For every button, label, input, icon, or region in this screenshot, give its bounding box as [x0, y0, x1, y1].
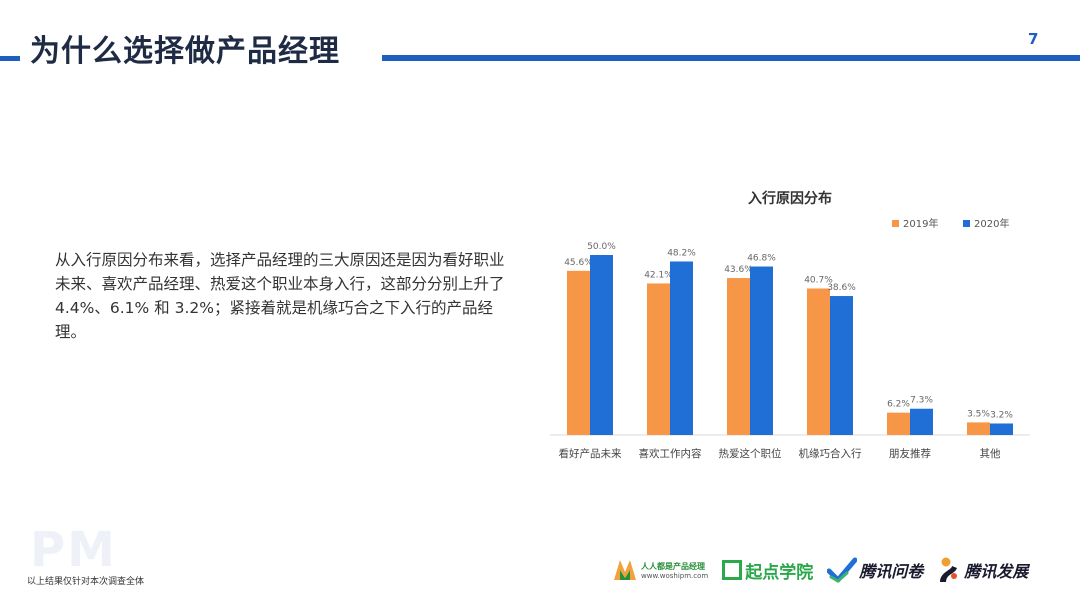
logo-woshipm-url: www.woshipm.com	[641, 571, 709, 580]
legend-swatch-1	[963, 220, 970, 227]
page-number: 7	[1028, 30, 1039, 48]
bar-1-5	[990, 423, 1013, 435]
data-label-1-2: 46.8%	[747, 254, 776, 264]
watermark: PM	[30, 522, 117, 578]
data-label-0-2: 43.6%	[724, 265, 753, 275]
bar-chart: 入行原因分布 2019年 2020年 45.6% 50.0% 看好产品未来 42.1% 48.…	[550, 190, 1030, 460]
category-label-1: 喜欢工作内容	[639, 447, 702, 460]
data-label-1-3: 38.6%	[827, 283, 856, 293]
bar-1-1	[670, 261, 693, 435]
logo-woshipm-name: 人人都是产品经理	[641, 561, 705, 571]
data-label-1-0: 50.0%	[587, 242, 616, 252]
category-label-0: 看好产品未来	[559, 447, 622, 460]
data-label-0-4: 6.2%	[887, 400, 910, 410]
bar-0-3	[807, 288, 830, 435]
bar-0-0	[567, 270, 590, 435]
title-underline	[382, 55, 1080, 61]
category-label-3: 机缘巧合入行	[799, 447, 862, 460]
woshipm-logo-icon	[614, 560, 636, 580]
logo-tencent-fz-name: 腾讯发展	[964, 562, 1029, 581]
logo-tencent-wj-name: 腾讯问卷	[859, 562, 924, 581]
category-label-2: 热爱这个职位	[719, 447, 782, 460]
logo-woshipm: 人人都是产品经理 www.woshipm.com	[612, 558, 708, 582]
data-label-1-5: 3.2%	[990, 410, 1013, 420]
title-left-accent	[0, 56, 20, 61]
data-label-0-0: 45.6%	[564, 258, 593, 268]
footnote: 以上结果仅针对本次调查全体	[27, 577, 145, 587]
category-label-5: 其他	[980, 447, 1001, 460]
bar-1-2	[750, 266, 773, 435]
page-title: 为什么选择做产品经理	[30, 34, 340, 69]
data-label-0-5: 3.5%	[967, 409, 990, 419]
body-paragraph: 从入行原因分布来看，选择产品经理的三大原因还是因为看好职业未来、喜欢产品经理、热…	[55, 251, 505, 341]
checkmark-logo-icon	[827, 557, 858, 583]
legend-swatch-0	[892, 220, 899, 227]
bar-1-0	[590, 255, 613, 435]
legend-label-0: 2019年	[903, 217, 938, 230]
logo-tencent-wj: 腾讯问卷	[827, 557, 923, 583]
chart-title: 入行原因分布	[748, 190, 832, 207]
bar-1-3	[830, 296, 853, 435]
data-label-1-1: 48.2%	[667, 248, 696, 258]
data-label-1-4: 7.3%	[910, 396, 933, 406]
bar-0-5	[967, 422, 990, 435]
bar-1-4	[910, 408, 933, 435]
bar-0-4	[887, 412, 910, 435]
logo-qidian: 起点学院	[722, 558, 813, 583]
logo-bar: 人人都是产品经理 www.woshipm.com 起点学院 腾讯问卷 腾讯发展	[612, 553, 1042, 587]
person-logo-icon	[940, 557, 958, 582]
data-label-0-1: 42.1%	[644, 270, 673, 280]
category-label-4: 朋友推荐	[889, 447, 931, 460]
bar-0-1	[647, 283, 670, 435]
bar-0-2	[727, 278, 750, 435]
data-label-0-3: 40.7%	[804, 275, 833, 285]
legend-label-1: 2020年	[974, 217, 1009, 230]
logo-tencent-fz: 腾讯发展	[937, 556, 1028, 584]
qidian-logo-icon	[722, 560, 743, 580]
logo-qidian-name: 起点学院	[745, 562, 814, 583]
